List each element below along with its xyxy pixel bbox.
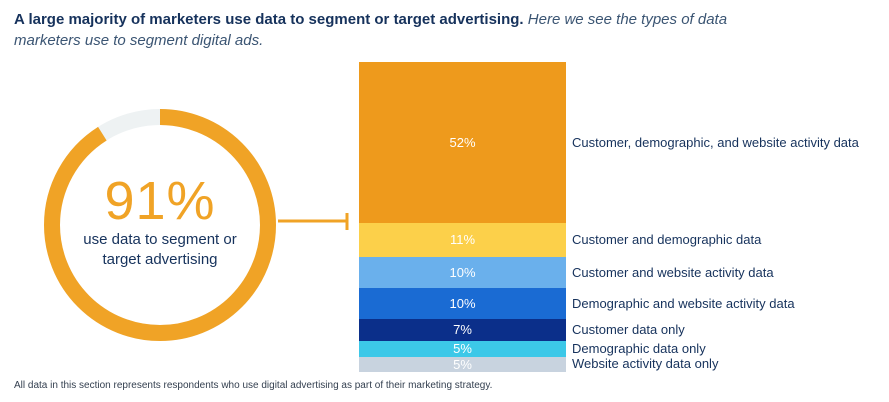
heading-italic: Here we see the types of data marketers … [14, 11, 728, 49]
stacked-bar: 52% 11% 10% 10% 7% 5% 5% [359, 62, 566, 372]
bar-segment: 5% [359, 341, 566, 357]
category-label: Website activity data only [572, 356, 719, 372]
category-label: Customer and website activity data [572, 264, 774, 280]
donut-value: 91% [104, 171, 216, 231]
donut-arc [44, 109, 276, 341]
category-label: Customer data only [572, 322, 685, 338]
category-label: Demographic and website activity data [572, 295, 795, 311]
bar-segment: 5% [359, 356, 566, 372]
bar-segment: 10% [359, 288, 566, 320]
category-label: Customer, demographic, and website activ… [572, 134, 859, 150]
bar-value-label: 10% [449, 296, 476, 312]
bar-value-label: 11% [449, 232, 476, 248]
donut-ring [44, 109, 276, 341]
chart-heading: A large majority of marketers use data t… [14, 9, 774, 51]
bar-value-label: 5% [453, 341, 472, 356]
category-label: Demographic data only [572, 340, 706, 356]
bar-value-label: 10% [449, 265, 476, 281]
bar-value-label: 5% [453, 356, 472, 372]
category-label: Customer and demographic data [572, 232, 762, 248]
bar-segment: 52% [359, 62, 566, 224]
donut-label: use data to segment or target advertisin… [83, 231, 237, 268]
bar-segment: 11% [359, 223, 566, 258]
heading-bold: A large majority of marketers use data t… [14, 11, 524, 28]
donut-chart: 91% use data to segment or target advert… [40, 105, 280, 345]
bar-value-label: 7% [453, 322, 472, 338]
bar-value-label: 52% [449, 135, 476, 150]
bar-segment: 7% [359, 319, 566, 341]
bar-segment: 10% [359, 257, 566, 289]
footnote: All data in this section represents resp… [14, 380, 493, 391]
connector-line [278, 213, 349, 230]
